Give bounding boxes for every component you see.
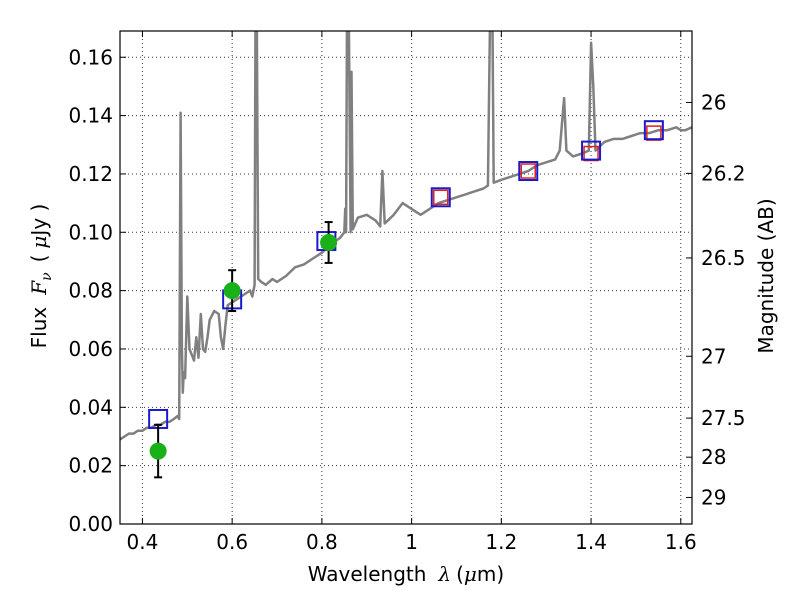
series-clip-group: [120, 31, 692, 441]
x-axis-label: Wavelength λ (μm): [308, 562, 504, 586]
observed-point: [320, 233, 338, 251]
y2-tick-label: 26: [701, 90, 726, 114]
y2-tick-label: 29: [701, 485, 726, 509]
y-tick-label: 0.00: [68, 512, 113, 536]
x-axis: 0.4 0.6 0.8 1 1.2 1.4 1.6: [127, 31, 697, 554]
y-tick-label: 0.08: [68, 279, 113, 303]
y-tick-label: 0.04: [68, 395, 113, 419]
model-band-marker-red: [433, 189, 449, 206]
observed-point: [149, 442, 167, 460]
x-tick-label: 0.6: [216, 530, 248, 554]
y-axis-label-symbol: F: [27, 280, 51, 296]
x-axis-label-unit-mu: μ: [464, 562, 477, 586]
x-axis-label-symbol: λ: [437, 562, 451, 586]
x-tick-label: 0.8: [306, 530, 338, 554]
model-band-marker-blue: [430, 187, 451, 208]
model-band-marker-blue: [581, 140, 602, 161]
x-axis-label-unit-open: (: [456, 562, 464, 586]
y-tick-label: 0.16: [68, 45, 113, 69]
y-axis-label: Flux Fν ( μJy ): [27, 204, 55, 349]
x-tick-label: 1.4: [575, 530, 607, 554]
y-tick-label: 0.14: [68, 104, 113, 128]
y2-tick-label: 27: [701, 344, 726, 368]
y2-tick-label: 28: [701, 445, 726, 469]
grid: [120, 31, 692, 525]
model-band-marker-blue: [643, 120, 664, 141]
y-axis-label-text: Flux: [27, 307, 51, 349]
x-axis-label-text: Wavelength: [308, 562, 427, 586]
y2-axis-label: Magnitude (AB): [754, 198, 778, 353]
x-tick-label: 1.6: [665, 530, 697, 554]
spectrum-line: [120, 31, 692, 441]
model-band-marker-red: [520, 163, 537, 179]
y-tick-label: 0.10: [68, 220, 113, 244]
y-tick-label: 0.06: [68, 337, 113, 361]
y-tick-label: 0.02: [68, 454, 113, 478]
y2-tick-label: 27.5: [701, 406, 746, 430]
model-band-marker-blue: [518, 161, 539, 182]
series-layer: [120, 31, 692, 479]
y-axis-label-unit-mu: μ: [27, 236, 51, 249]
y-axis-label-unit-rest: Jy ): [27, 204, 51, 238]
x-tick-label: 0.4: [127, 530, 159, 554]
y-axis-label-unit-open: (: [27, 255, 51, 263]
x-tick-label: 1.2: [485, 530, 517, 554]
x-axis-label-unit-rest: m): [477, 562, 504, 586]
y2-axis: 26 26.2 26.5 27 27.5 28 29: [686, 90, 746, 509]
y-axis: 0.00 0.02 0.04 0.06 0.08 0.10 0.12 0.14 0.16: [68, 45, 126, 536]
y2-tick-label: 26.2: [701, 161, 746, 185]
y-tick-label: 0.12: [68, 162, 113, 186]
plot-frame: [119, 30, 693, 525]
y-axis-label-subscript: ν: [39, 272, 55, 281]
y2-tick-label: 26.5: [701, 246, 746, 270]
observed-point: [223, 282, 241, 300]
x-tick-label: 1: [405, 530, 418, 554]
